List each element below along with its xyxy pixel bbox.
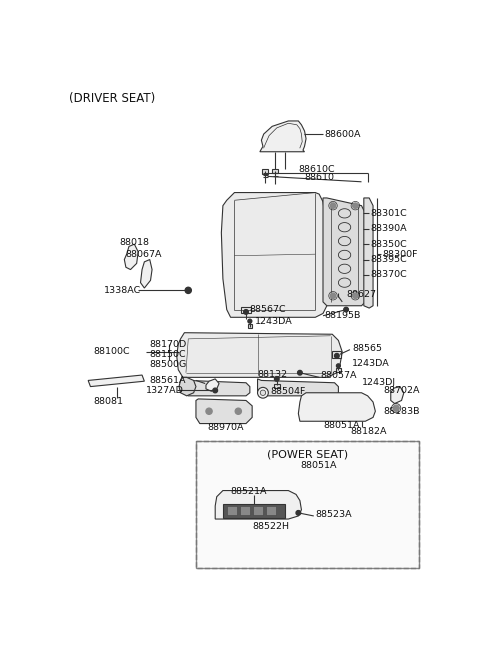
Bar	[240, 506, 250, 515]
Circle shape	[275, 377, 279, 381]
Bar	[241, 307, 251, 314]
Text: 88051A: 88051A	[323, 421, 360, 430]
Text: 88504F: 88504F	[271, 386, 306, 396]
Polygon shape	[179, 377, 196, 396]
Bar	[196, 441, 419, 567]
Circle shape	[330, 203, 336, 208]
Bar	[274, 384, 280, 388]
Circle shape	[206, 408, 212, 415]
Circle shape	[344, 307, 348, 312]
Polygon shape	[364, 198, 373, 308]
Bar	[262, 170, 268, 174]
Text: 88081: 88081	[94, 398, 123, 407]
Text: 88390A: 88390A	[371, 224, 408, 233]
Polygon shape	[391, 386, 404, 403]
Text: 88610C: 88610C	[299, 165, 335, 174]
Text: 1327AD: 1327AD	[146, 386, 184, 395]
Text: 88150C: 88150C	[150, 350, 186, 359]
Bar	[196, 441, 419, 567]
Text: 1243DA: 1243DA	[352, 359, 390, 368]
Circle shape	[336, 364, 340, 367]
Text: 88132: 88132	[258, 370, 288, 379]
Bar	[223, 504, 285, 517]
Polygon shape	[196, 399, 252, 424]
Polygon shape	[258, 379, 338, 396]
Text: 88182A: 88182A	[350, 427, 386, 436]
Polygon shape	[221, 193, 327, 317]
Bar	[332, 351, 341, 358]
Text: 88170D: 88170D	[150, 340, 187, 348]
Text: 88600A: 88600A	[324, 130, 361, 139]
Bar	[272, 170, 278, 174]
Text: 88301C: 88301C	[371, 209, 408, 218]
Text: (POWER SEAT): (POWER SEAT)	[267, 449, 348, 459]
Polygon shape	[323, 198, 365, 306]
Text: 88395C: 88395C	[371, 255, 408, 264]
Text: 88627: 88627	[346, 290, 376, 299]
Text: 88300F: 88300F	[382, 250, 418, 259]
Circle shape	[213, 388, 217, 393]
Polygon shape	[299, 393, 375, 421]
Text: 88183B: 88183B	[383, 407, 420, 416]
Text: 88350C: 88350C	[371, 240, 408, 249]
Text: 1243DJ: 1243DJ	[361, 378, 396, 387]
Circle shape	[258, 387, 268, 398]
Text: 88610: 88610	[304, 173, 335, 181]
Polygon shape	[88, 375, 144, 386]
Bar	[336, 368, 341, 372]
Text: 88521A: 88521A	[230, 487, 267, 496]
Circle shape	[330, 293, 336, 299]
Text: 88500G: 88500G	[150, 360, 187, 369]
Circle shape	[248, 319, 252, 323]
Polygon shape	[260, 121, 306, 152]
Bar	[266, 506, 276, 515]
Text: 88195B: 88195B	[324, 311, 361, 320]
Circle shape	[260, 390, 265, 396]
Text: (DRIVER SEAT): (DRIVER SEAT)	[69, 92, 155, 105]
Circle shape	[335, 354, 339, 358]
Circle shape	[235, 408, 241, 415]
Bar	[227, 506, 237, 515]
Polygon shape	[177, 333, 342, 377]
Text: 88970A: 88970A	[207, 423, 244, 432]
Text: 88057A: 88057A	[321, 371, 357, 381]
Text: 88067A: 88067A	[125, 250, 162, 259]
Text: 88018: 88018	[119, 238, 149, 247]
Circle shape	[393, 405, 399, 411]
Circle shape	[185, 288, 192, 293]
Text: 1243DA: 1243DA	[255, 316, 293, 326]
Text: 88565: 88565	[352, 344, 382, 352]
Circle shape	[296, 510, 300, 515]
Text: 88051A: 88051A	[300, 461, 336, 470]
Text: 1338AC: 1338AC	[104, 286, 141, 295]
Text: 88522H: 88522H	[252, 522, 289, 531]
Bar	[248, 324, 252, 328]
Text: 88100C: 88100C	[94, 347, 130, 356]
Bar	[253, 506, 263, 515]
Circle shape	[244, 310, 248, 314]
Circle shape	[353, 203, 358, 208]
Polygon shape	[184, 379, 250, 396]
Text: 88523A: 88523A	[315, 510, 352, 519]
Circle shape	[298, 371, 302, 375]
Text: 88561A: 88561A	[150, 376, 186, 385]
Text: 88702A: 88702A	[383, 386, 420, 395]
Polygon shape	[206, 379, 219, 391]
Circle shape	[353, 293, 358, 299]
Polygon shape	[124, 244, 138, 270]
Polygon shape	[215, 491, 301, 519]
Text: 88567C: 88567C	[250, 305, 287, 314]
Polygon shape	[141, 259, 152, 288]
Text: 88370C: 88370C	[371, 271, 408, 280]
